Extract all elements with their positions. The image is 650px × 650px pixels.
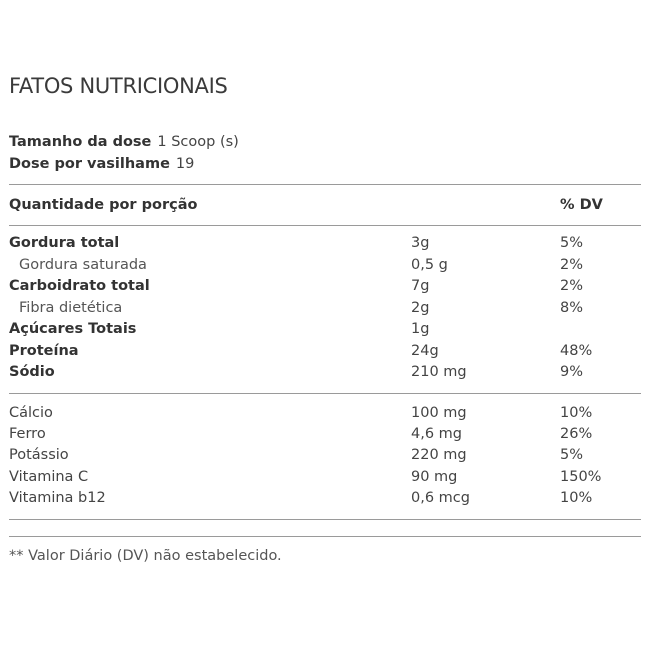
nutrient-dv: 2% — [560, 257, 584, 273]
nutrient-name: Proteína — [9, 343, 79, 359]
daily-value-header: % DV — [560, 197, 603, 213]
page-title: FATOS NUTRICIONAIS — [9, 74, 228, 98]
nutrient-name: Sódio — [9, 364, 55, 380]
divider — [9, 393, 641, 394]
nutrient-row-protein: Proteína 24g 48% — [0, 341, 650, 361]
nutrient-dv: 5% — [560, 447, 584, 463]
nutrient-dv: 5% — [560, 235, 584, 251]
nutrient-amount: 4,6 mg — [411, 426, 462, 442]
servings-per-container: Dose por vasilhame 19 — [9, 155, 194, 173]
nutrient-row-total-fat: Gordura total 3g 5% — [0, 233, 650, 253]
nutrient-dv: 9% — [560, 364, 584, 380]
nutrient-dv: 150% — [560, 469, 602, 485]
nutrient-dv: 10% — [560, 490, 593, 506]
amount-per-serving-header: Quantidade por porção — [9, 197, 198, 213]
nutrient-name: Vitamina C — [9, 469, 89, 485]
servings-per-container-label: Dose por vasilhame — [9, 156, 170, 172]
nutrient-name: Açúcares Totais — [9, 321, 137, 337]
nutrient-name: Gordura total — [9, 235, 120, 251]
nutrient-dv: 26% — [560, 426, 593, 442]
serving-size-value: 1 Scoop (s) — [157, 134, 239, 150]
nutrient-dv: 48% — [560, 343, 593, 359]
nutrient-row-potassium: Potássio 220 mg 5% — [0, 445, 650, 465]
nutrient-dv: 10% — [560, 405, 593, 421]
serving-size-label: Tamanho da dose — [9, 134, 152, 150]
divider — [9, 519, 641, 520]
divider — [9, 225, 641, 226]
nutrient-dv: 8% — [560, 300, 584, 316]
nutrient-amount: 7g — [411, 278, 430, 294]
nutrient-amount: 0,5 g — [411, 257, 448, 273]
nutrient-name: Carboidrato total — [9, 278, 150, 294]
nutrient-name: Vitamina b12 — [9, 490, 106, 506]
nutrient-amount: 2g — [411, 300, 430, 316]
nutrient-row-vitamin-c: Vitamina C 90 mg 150% — [0, 467, 650, 487]
nutrient-amount: 100 mg — [411, 405, 467, 421]
nutrient-amount: 90 mg — [411, 469, 458, 485]
nutrient-amount: 0,6 mcg — [411, 490, 470, 506]
nutrient-row-saturated-fat: Gordura saturada 0,5 g 2% — [0, 255, 650, 275]
nutrient-row-total-carbohydrate: Carboidrato total 7g 2% — [0, 276, 650, 296]
nutrient-row-sodium: Sódio 210 mg 9% — [0, 362, 650, 382]
divider — [9, 536, 641, 537]
nutrient-amount: 220 mg — [411, 447, 467, 463]
nutrient-amount: 210 mg — [411, 364, 467, 380]
nutrient-row-vitamin-b12: Vitamina b12 0,6 mcg 10% — [0, 488, 650, 508]
nutrient-amount: 24g — [411, 343, 439, 359]
servings-per-container-value: 19 — [175, 156, 195, 172]
serving-size: Tamanho da dose 1 Scoop (s) — [9, 133, 239, 151]
divider — [9, 184, 641, 185]
nutrient-name: Fibra dietética — [19, 300, 123, 316]
nutrient-amount: 1g — [411, 321, 430, 337]
nutrient-name: Potássio — [9, 447, 69, 463]
nutrient-dv: 2% — [560, 278, 584, 294]
nutrient-row-calcium: Cálcio 100 mg 10% — [0, 403, 650, 423]
nutrient-row-total-sugars: Açúcares Totais 1g — [0, 319, 650, 339]
footnote: ** Valor Diário (DV) não estabelecido. — [9, 548, 282, 564]
nutrient-row-dietary-fiber: Fibra dietética 2g 8% — [0, 298, 650, 318]
nutrient-row-iron: Ferro 4,6 mg 26% — [0, 424, 650, 444]
nutrient-name: Ferro — [9, 426, 46, 442]
nutrient-name: Cálcio — [9, 405, 53, 421]
nutrient-amount: 3g — [411, 235, 430, 251]
nutrient-name: Gordura saturada — [19, 257, 147, 273]
